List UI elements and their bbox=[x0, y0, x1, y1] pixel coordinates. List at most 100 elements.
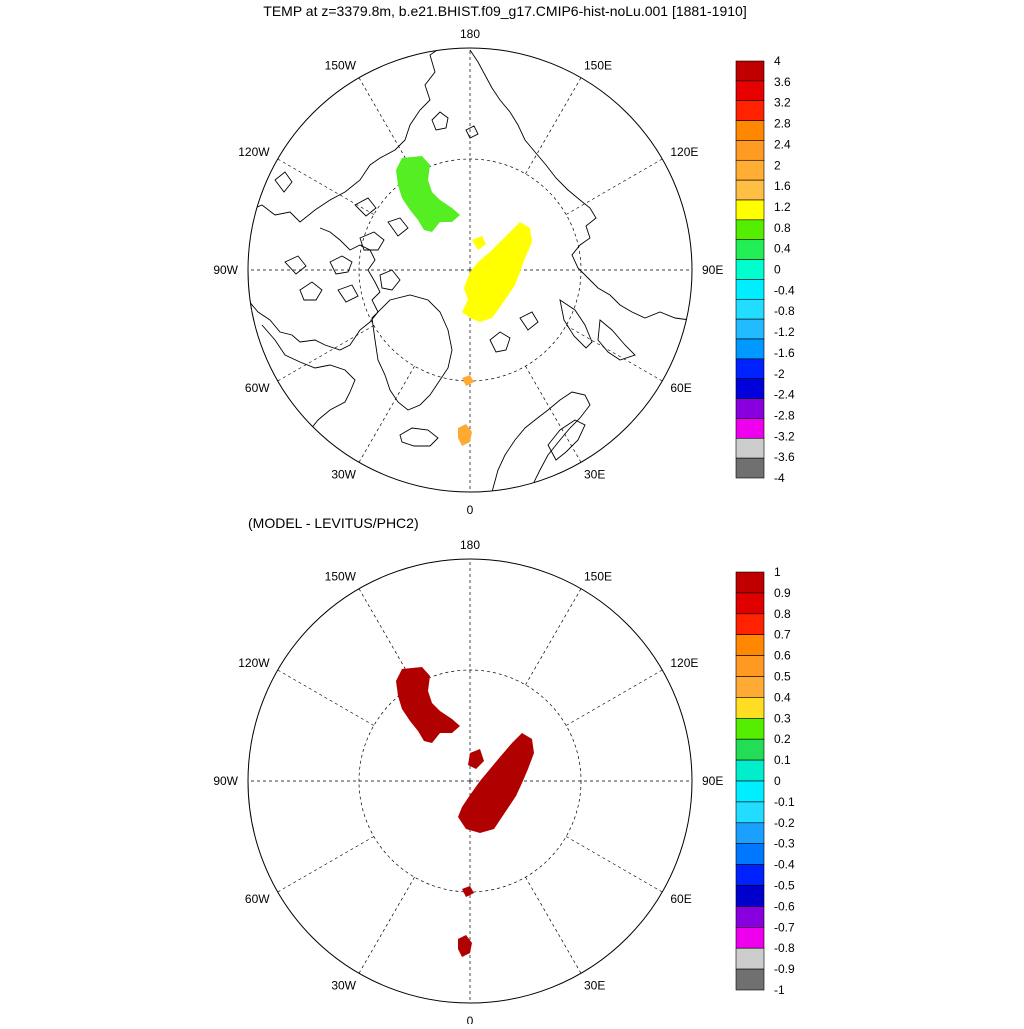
top-coastlines bbox=[248, 48, 691, 492]
bottom-colorbar-label: -0.1 bbox=[774, 795, 795, 809]
bottom-title: (MODEL - LEVITUS/PHC2) bbox=[248, 515, 419, 531]
top-colorbar-swatch bbox=[735, 259, 765, 280]
bottom-colorbar-label: -1 bbox=[774, 983, 785, 997]
top-orange-region-1 bbox=[462, 375, 474, 386]
bottom-longitude-labels: 180 150E 120E 90E 60E 30E 0 30W 60W 90W 120W 150W bbox=[213, 538, 723, 1028]
top-colorbar-label: 2.8 bbox=[774, 117, 791, 131]
top-colorbar-label: -3.6 bbox=[774, 450, 795, 464]
bottom-colorbar-label: 0.4 bbox=[774, 690, 791, 704]
top-green-region bbox=[396, 156, 460, 232]
top-colorbar-swatch bbox=[735, 279, 765, 300]
top-colorbar-swatch bbox=[735, 457, 765, 479]
top-colorbar-label: -0.8 bbox=[774, 304, 795, 318]
top-colorbar: 4 3.6 3.2 2.8 2.4 2 1.6 1.2 0.8 0.4 0 -0.4 -0.8 -1.2 -… bbox=[735, 54, 795, 485]
top-colorbar-label: 4 bbox=[774, 54, 781, 68]
top-colorbar-label: -3.2 bbox=[774, 429, 795, 443]
bottom-colorbar-label: 0 bbox=[774, 774, 781, 788]
bottom-lon-label: 90E bbox=[702, 774, 723, 788]
top-meridian bbox=[525, 77, 582, 175]
top-lon-label: 30E bbox=[584, 467, 605, 481]
top-map-boundary bbox=[247, 47, 693, 493]
bottom-colorbar-swatch bbox=[735, 676, 765, 698]
bottom-lon-label: 30E bbox=[584, 978, 605, 992]
top-colorbar-swatch bbox=[735, 100, 765, 121]
bottom-map-boundary bbox=[247, 558, 693, 1004]
bottom-red-region-3 bbox=[462, 886, 474, 897]
top-colorbar-label: 1.6 bbox=[774, 179, 791, 193]
bottom-meridian bbox=[525, 876, 582, 974]
bottom-lon-label: 150E bbox=[584, 570, 612, 584]
top-colorbar-swatch bbox=[735, 80, 765, 102]
top-colorbar-label: 1.2 bbox=[774, 200, 791, 214]
top-colorbar-label: 3.2 bbox=[774, 96, 791, 110]
bottom-colorbar-swatch bbox=[735, 613, 765, 635]
top-lon-label: 90E bbox=[702, 263, 723, 277]
top-colorbar-label: 0 bbox=[774, 263, 781, 277]
bottom-colorbar-label: -0.4 bbox=[774, 858, 795, 872]
bottom-colorbar-label: 1 bbox=[774, 565, 781, 579]
top-meridian bbox=[277, 325, 375, 382]
bottom-lon-label: 0 bbox=[467, 1014, 474, 1024]
bottom-map-panel: 180 150E 120E 90E 60E 30E 0 30W 60W 90W 120W 150W bbox=[213, 538, 723, 1028]
top-colorbar-swatch bbox=[735, 437, 765, 459]
top-colorbar-label: -0.4 bbox=[774, 283, 795, 297]
bottom-colorbar-swatch bbox=[735, 968, 765, 991]
bottom-colorbar-swatch bbox=[735, 780, 765, 803]
bottom-colorbar-swatch bbox=[735, 634, 765, 656]
bottom-lon-label: 90W bbox=[213, 774, 238, 788]
bottom-colorbar-label: 0.5 bbox=[774, 670, 791, 684]
top-anomaly-fields bbox=[396, 156, 532, 446]
top-colorbar-label: -1.2 bbox=[774, 325, 795, 339]
bottom-colorbar-label: -0.3 bbox=[774, 837, 795, 851]
bottom-meridian bbox=[277, 836, 375, 893]
top-lon-label: 150E bbox=[584, 59, 612, 73]
top-meridian bbox=[565, 158, 663, 215]
top-lon-label: 0 bbox=[467, 503, 474, 517]
top-colorbar-swatch bbox=[735, 298, 765, 320]
bottom-meridian bbox=[525, 588, 582, 686]
bottom-colorbar-label: -0.9 bbox=[774, 962, 795, 976]
bottom-colorbar-label: 0.7 bbox=[774, 628, 791, 642]
bottom-colorbar-swatch bbox=[735, 571, 765, 594]
bottom-colorbar-label: -0.5 bbox=[774, 879, 795, 893]
bottom-lon-label: 150W bbox=[325, 570, 357, 584]
bottom-colorbar-swatch bbox=[735, 801, 765, 824]
bottom-colorbar-label: 0.2 bbox=[774, 732, 791, 746]
top-colorbar-label: 3.6 bbox=[774, 75, 791, 89]
top-lon-label: 180 bbox=[460, 27, 480, 41]
bottom-colorbar-label: -0.2 bbox=[774, 816, 795, 830]
top-lon-label: 90W bbox=[213, 263, 238, 277]
bottom-red-region-1 bbox=[396, 667, 460, 743]
top-lon-label: 150W bbox=[325, 59, 357, 73]
top-colorbar-swatch bbox=[735, 318, 765, 340]
bottom-colorbar-swatch bbox=[735, 759, 765, 782]
bottom-anomaly-fields bbox=[396, 667, 534, 957]
top-colorbar-swatch bbox=[735, 219, 765, 241]
top-meridian bbox=[358, 365, 415, 463]
bottom-colorbar-swatch bbox=[735, 717, 765, 740]
top-colorbar-swatch bbox=[735, 358, 765, 380]
bottom-lon-label: 60E bbox=[670, 892, 691, 906]
bottom-meridian bbox=[358, 876, 415, 974]
top-colorbar-label: -1.6 bbox=[774, 346, 795, 360]
top-colorbar-swatch bbox=[735, 418, 765, 439]
bottom-lon-label: 120W bbox=[238, 656, 270, 670]
bottom-colorbar-label: -0.6 bbox=[774, 899, 795, 913]
bottom-lon-label: 30W bbox=[331, 978, 356, 992]
top-meridian bbox=[277, 158, 375, 215]
bottom-colorbar-swatch bbox=[735, 864, 765, 886]
top-colorbar-label: 0.4 bbox=[774, 242, 791, 256]
bottom-colorbar-swatch bbox=[735, 655, 765, 677]
bottom-meridian bbox=[565, 836, 663, 893]
bottom-graticule bbox=[248, 559, 692, 1003]
top-colorbar-swatch bbox=[735, 159, 765, 181]
bottom-colorbar-swatch bbox=[735, 822, 765, 844]
top-colorbar-swatch bbox=[735, 179, 765, 201]
top-colorbar-swatch bbox=[735, 199, 765, 221]
top-longitude-labels: 180 150E 120E 90E 60E 30E 0 30W 60W 90W 120W 150W bbox=[213, 27, 723, 517]
bottom-colorbar-label: -0.7 bbox=[774, 920, 795, 934]
top-colorbar-label: -2.8 bbox=[774, 408, 795, 422]
bottom-colorbar-label: 0.6 bbox=[774, 649, 791, 663]
top-meridian bbox=[565, 325, 663, 382]
top-orange-region-2 bbox=[458, 424, 472, 446]
